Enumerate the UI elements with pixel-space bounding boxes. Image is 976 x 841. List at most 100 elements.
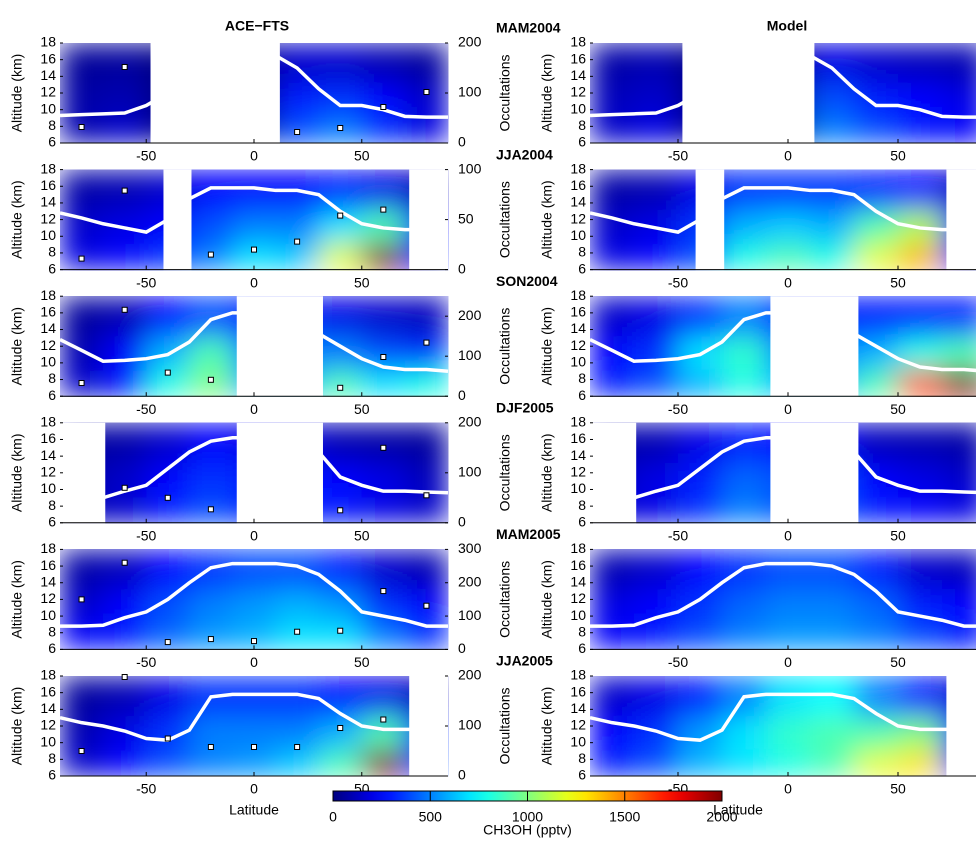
y2-tick-label: 200 <box>458 307 482 323</box>
y-tick-label: 18 <box>40 540 56 556</box>
field-cell <box>854 296 899 337</box>
data-gap <box>770 296 859 397</box>
field <box>60 676 449 777</box>
field-cell <box>942 495 976 524</box>
field-cell <box>590 296 635 337</box>
y-tick-label: 6 <box>578 134 586 150</box>
y-tick-label: 14 <box>570 573 586 589</box>
field-cell <box>634 242 679 271</box>
y-tick-label: 8 <box>48 623 56 639</box>
y-tick-label: 12 <box>570 590 586 606</box>
y-tick-label: 10 <box>40 354 56 370</box>
y-tick-label: 6 <box>578 640 586 656</box>
field-cell <box>318 422 363 463</box>
y2-axis-label: Occultations <box>497 561 513 638</box>
x-tick-label: 50 <box>890 148 906 164</box>
data-gap <box>236 296 323 397</box>
x-tick-label: -50 <box>136 781 156 797</box>
field-cell <box>722 588 767 623</box>
panel <box>59 295 449 397</box>
season-label: SON2004 <box>496 273 558 289</box>
y-tick-label: 8 <box>48 497 56 513</box>
field-cell <box>678 296 723 337</box>
occultation-marker <box>78 596 85 603</box>
field <box>60 549 449 650</box>
y-tick-label: 18 <box>570 160 586 176</box>
field-cell <box>898 115 943 144</box>
occultation-marker <box>294 238 301 245</box>
field-cell <box>722 242 767 271</box>
data-gap <box>409 676 448 777</box>
field-cell <box>404 296 449 337</box>
field-cell <box>854 43 899 84</box>
field-cell <box>942 588 976 623</box>
x-tick-label: 0 <box>250 401 258 417</box>
x-tick-label: 0 <box>784 401 792 417</box>
y-tick-label: 12 <box>570 210 586 226</box>
y-tick-label: 14 <box>40 700 56 716</box>
field-cell <box>898 242 943 271</box>
y2-tick-label: 0 <box>458 260 466 276</box>
data-gap <box>590 422 637 524</box>
panel <box>590 548 976 650</box>
x-tick-label: -50 <box>668 401 688 417</box>
occultation-marker <box>380 354 387 360</box>
x-tick-label: -50 <box>668 274 688 290</box>
y-tick-label: 14 <box>570 700 586 716</box>
x-tick-label: 50 <box>354 401 370 417</box>
field-cell <box>942 82 976 117</box>
tropopause-line <box>589 186 976 234</box>
occultation-marker <box>380 104 387 110</box>
occultation-marker <box>337 212 344 219</box>
field-cell <box>60 335 104 370</box>
column-title: Model <box>767 18 807 34</box>
x-tick-label: 0 <box>784 274 792 290</box>
season-label: DJF2005 <box>496 400 554 416</box>
y-axis-label: Altitude (km) <box>9 180 25 259</box>
field-cell <box>634 748 679 777</box>
y-tick-label: 8 <box>578 117 586 133</box>
panel <box>59 42 449 144</box>
colorbar-tick-label: 2000 <box>706 809 737 825</box>
y2-tick-label: 100 <box>458 160 482 176</box>
field-cell <box>942 296 976 337</box>
season-label: JJA2004 <box>496 146 553 162</box>
field-cell <box>103 82 147 117</box>
field-cell <box>766 588 811 623</box>
field-cell <box>634 115 679 144</box>
occultation-marker <box>337 725 344 731</box>
y-tick-label: 6 <box>48 640 56 656</box>
y2-tick-label: 100 <box>458 717 482 733</box>
y-axis-label: Altitude (km) <box>539 54 555 133</box>
y-tick-label: 8 <box>48 750 56 766</box>
field-cell <box>361 43 406 84</box>
field-cell <box>232 588 277 623</box>
field-cell <box>146 296 190 337</box>
field-cell <box>898 748 943 777</box>
occultation-marker <box>164 369 171 376</box>
y-axis-label: Altitude (km) <box>539 434 555 513</box>
y2-tick-label: 0 <box>458 767 466 783</box>
y2-tick-label: 100 <box>458 347 482 363</box>
x-tick-label: 50 <box>354 148 370 164</box>
field-cell <box>722 748 767 777</box>
field-cell <box>810 622 855 650</box>
y-tick-label: 18 <box>40 34 56 50</box>
field-cell <box>232 715 277 750</box>
y-tick-label: 16 <box>40 683 56 699</box>
x-tick-label: -50 <box>136 401 156 417</box>
season-label: MAM2004 <box>496 20 561 36</box>
field-cell <box>722 495 767 524</box>
y-tick-label: 12 <box>570 337 586 353</box>
field-cell <box>722 369 767 397</box>
field-cell <box>189 209 233 244</box>
y-tick-label: 12 <box>40 337 56 353</box>
occultation-marker <box>207 744 214 750</box>
field-cell <box>103 369 147 397</box>
field-cell <box>898 715 943 750</box>
y2-tick-label: 200 <box>458 34 482 50</box>
field-cell <box>766 622 811 650</box>
field-cell <box>232 748 277 777</box>
field-cell <box>60 296 104 337</box>
field-cell <box>898 676 943 717</box>
